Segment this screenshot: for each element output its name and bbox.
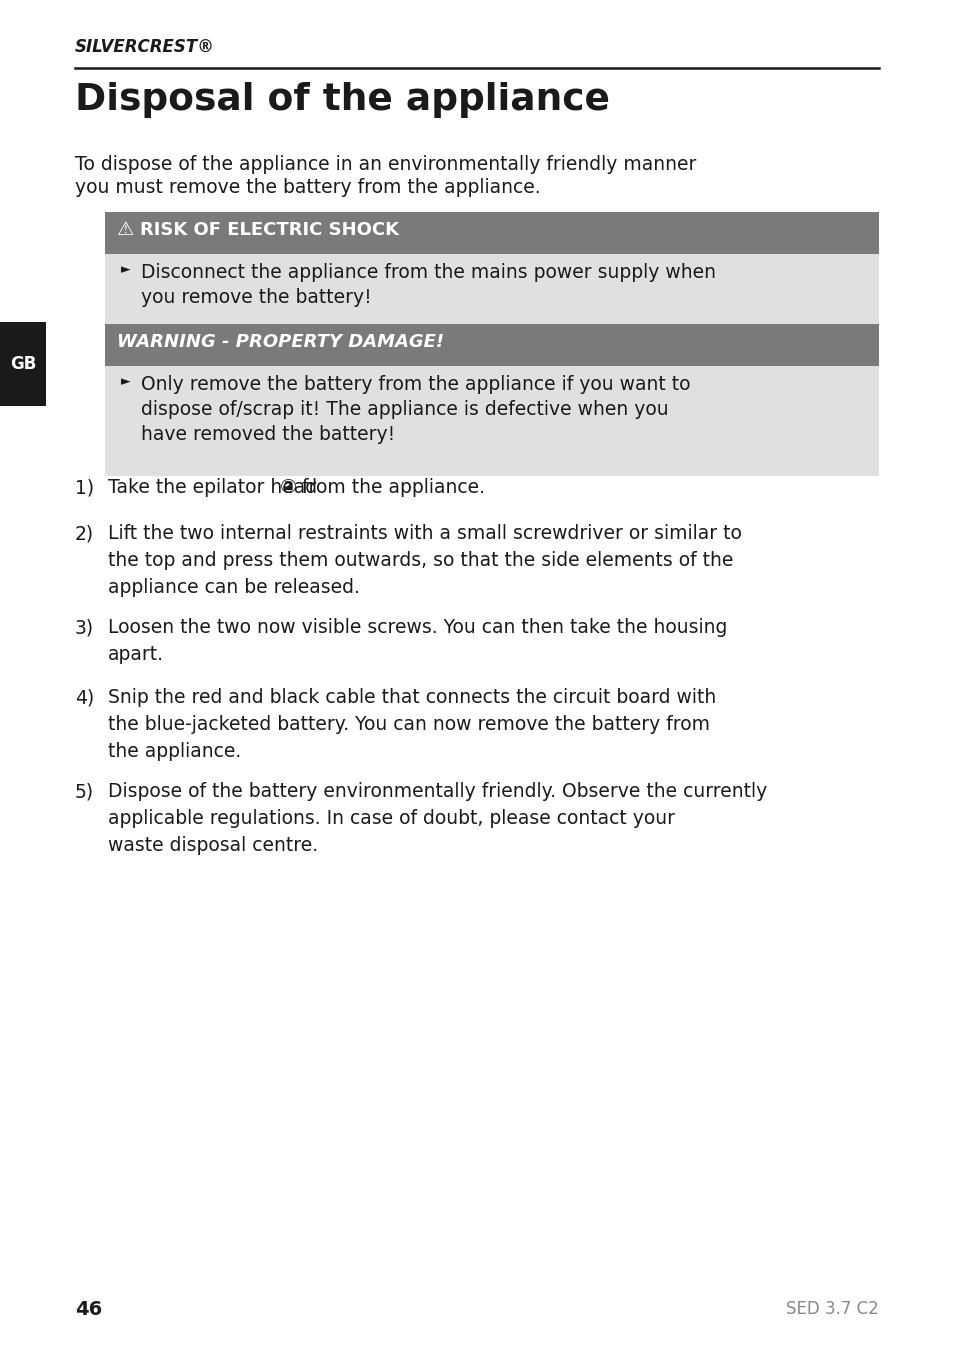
Text: Lift the two internal restraints with a small screwdriver or similar to
the top : Lift the two internal restraints with a … (108, 524, 741, 596)
Text: 4): 4) (75, 688, 94, 707)
FancyBboxPatch shape (0, 322, 46, 406)
Text: Take the epilator head: Take the epilator head (108, 478, 323, 497)
Text: ►: ► (121, 376, 131, 388)
Text: SILVERCREST®: SILVERCREST® (75, 38, 214, 57)
Text: RISK OF ELECTRIC SHOCK: RISK OF ELECTRIC SHOCK (140, 221, 398, 240)
FancyBboxPatch shape (105, 213, 878, 254)
Text: Loosen the two now visible screws. You can then take the housing
apart.: Loosen the two now visible screws. You c… (108, 618, 726, 664)
Text: Disconnect the appliance from the mains power supply when: Disconnect the appliance from the mains … (141, 262, 716, 283)
Text: have removed the battery!: have removed the battery! (141, 425, 395, 444)
Text: SED 3.7 C2: SED 3.7 C2 (785, 1300, 878, 1318)
Text: GB: GB (10, 355, 36, 373)
FancyBboxPatch shape (105, 324, 878, 366)
Text: 1): 1) (75, 478, 94, 497)
Text: you remove the battery!: you remove the battery! (141, 288, 372, 307)
Text: ②: ② (280, 478, 296, 497)
Text: from the appliance.: from the appliance. (295, 478, 484, 497)
Text: 3): 3) (75, 618, 94, 637)
FancyBboxPatch shape (105, 366, 878, 476)
Text: To dispose of the appliance in an environmentally friendly manner: To dispose of the appliance in an enviro… (75, 155, 696, 174)
Text: 2): 2) (75, 524, 94, 542)
Text: Disposal of the appliance: Disposal of the appliance (75, 82, 609, 118)
Text: WARNING - PROPERTY DAMAGE!: WARNING - PROPERTY DAMAGE! (117, 332, 444, 351)
Text: 46: 46 (75, 1300, 102, 1319)
Text: Dispose of the battery environmentally friendly. Observe the currently
applicabl: Dispose of the battery environmentally f… (108, 782, 766, 855)
Text: 5): 5) (75, 782, 94, 801)
Text: you must remove the battery from the appliance.: you must remove the battery from the app… (75, 178, 540, 197)
Text: dispose of/scrap it! The appliance is defective when you: dispose of/scrap it! The appliance is de… (141, 400, 668, 419)
Text: ⚠: ⚠ (117, 219, 134, 240)
Text: Only remove the battery from the appliance if you want to: Only remove the battery from the applian… (141, 376, 690, 394)
Text: Snip the red and black cable that connects the circuit board with
the blue-jacke: Snip the red and black cable that connec… (108, 688, 716, 760)
FancyBboxPatch shape (105, 254, 878, 336)
Text: ►: ► (121, 262, 131, 276)
